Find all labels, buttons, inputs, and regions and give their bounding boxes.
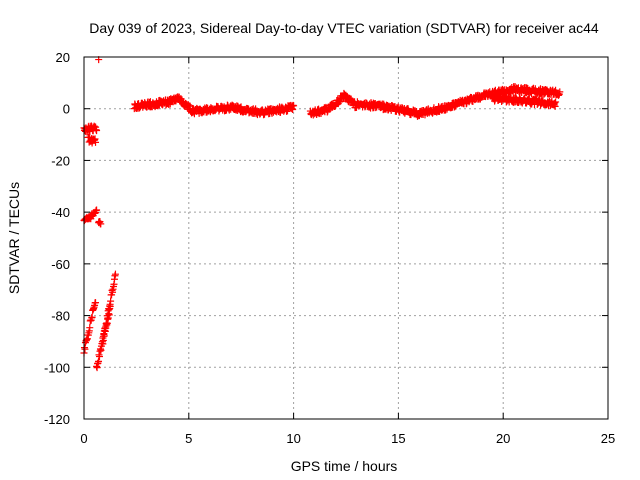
data-point [104,314,112,322]
y-tick-label: 20 [56,50,70,65]
y-tick-label: -120 [44,412,70,427]
x-tick-label: 15 [391,431,405,446]
data-point [99,336,107,344]
y-tick-label: -20 [51,153,70,168]
axis-ticks [83,56,609,420]
y-axis-label: SDTVAR / TECUs [6,182,22,294]
data-point [88,313,96,321]
data-point [103,319,111,327]
data-point [93,206,101,214]
y-tick-label: -40 [51,205,70,220]
data-point [93,127,101,135]
data-point [92,299,100,307]
x-tick-labels: 0 5 10 15 20 25 [80,431,615,446]
x-tick-label: 5 [185,431,192,446]
data-point [92,138,100,146]
data-point [290,102,298,110]
y-tick-label: -60 [51,257,70,272]
x-axis-label: GPS time / hours [291,458,398,474]
data-point [81,345,89,353]
data-point [111,270,119,278]
x-tick-label: 25 [601,431,615,446]
x-tick-label: 10 [286,431,300,446]
x-tick-label: 0 [80,431,87,446]
data-point [556,88,564,96]
y-tick-labels: -120 -100 -80 -60 -40 -20 0 20 [44,50,70,427]
y-tick-label: -100 [44,360,70,375]
plot-frame [83,56,609,420]
data-points [80,56,564,372]
y-tick-label: -80 [51,309,70,324]
data-point [97,220,105,228]
x-tick-label: 20 [496,431,510,446]
data-point [107,297,115,305]
grid-lines [84,57,608,419]
data-point [86,324,94,332]
data-point [95,357,103,365]
data-point [552,98,560,106]
chart-title: Day 039 of 2023, Sidereal Day-to-day VTE… [89,20,599,36]
y-tick-label: 0 [63,102,70,117]
